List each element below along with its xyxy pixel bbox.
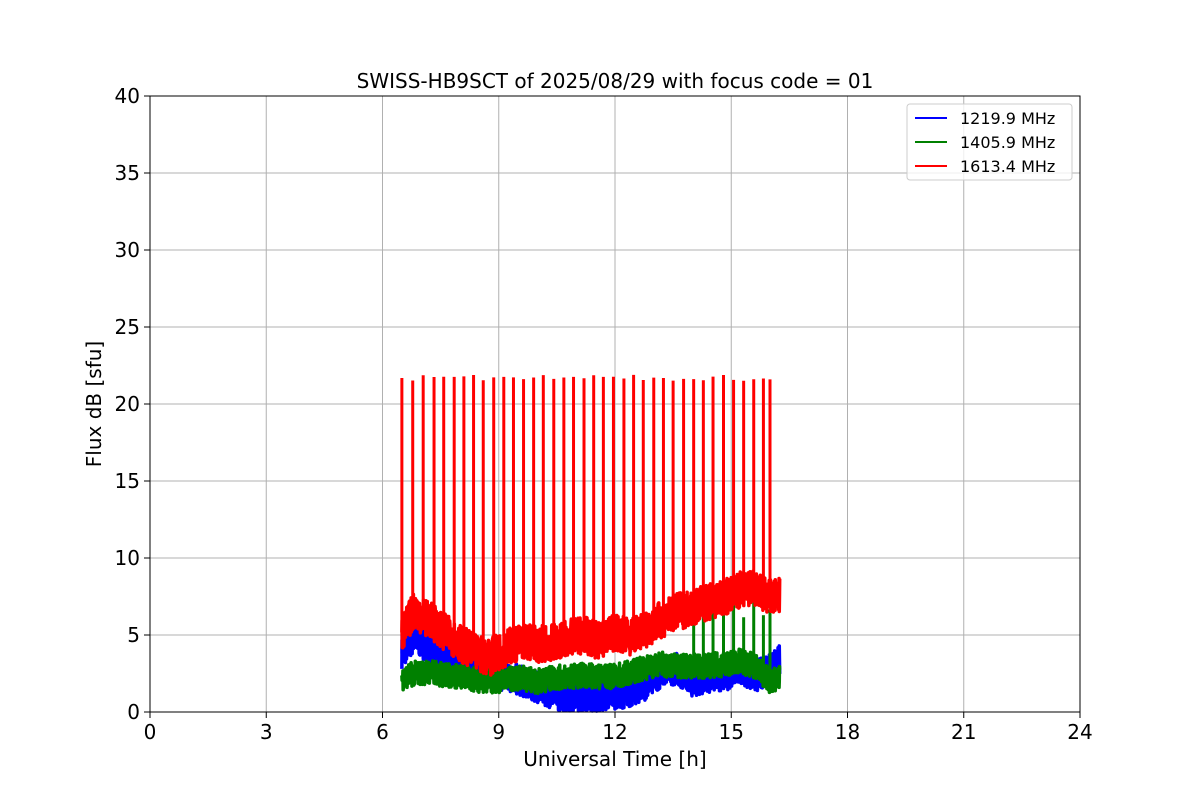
x-tick-label: 12 — [602, 720, 627, 744]
chart-title: SWISS-HB9SCT of 2025/08/29 with focus co… — [357, 69, 874, 93]
y-tick-label: 5 — [127, 623, 140, 647]
x-tick-label: 3 — [260, 720, 273, 744]
x-tick-label: 9 — [492, 720, 505, 744]
y-tick-label: 25 — [115, 315, 140, 339]
legend: 1219.9 MHz 1405.9 MHz 1613.4 MHz — [906, 103, 1073, 181]
legend-box — [906, 103, 1073, 181]
x-tick-label: 21 — [951, 720, 976, 744]
y-tick-label: 30 — [115, 238, 140, 262]
x-tick-label: 24 — [1067, 720, 1092, 744]
y-tick-label: 0 — [127, 700, 140, 724]
x-tick-label: 18 — [835, 720, 860, 744]
x-tick-label: 6 — [376, 720, 389, 744]
legend-label: 1219.9 MHz — [960, 109, 1055, 128]
ticks: 0 3 6 9 12 15 18 21 24 0 5 10 15 20 25 30 35 40 — [115, 84, 1093, 744]
legend-label: 1613.4 MHz — [960, 157, 1055, 176]
series-line — [400, 569, 782, 677]
x-axis-label: Universal Time [h] — [523, 747, 706, 771]
x-tick-label: 15 — [719, 720, 744, 744]
y-axis-label: Flux dB [sfu] — [82, 341, 106, 467]
x-tick-label: 0 — [144, 720, 157, 744]
y-tick-label: 35 — [115, 161, 140, 185]
series-layer — [400, 374, 782, 713]
y-tick-label: 20 — [115, 392, 140, 416]
series-line — [400, 647, 782, 696]
y-tick-label: 10 — [115, 546, 140, 570]
y-tick-label: 40 — [115, 84, 140, 108]
legend-label: 1405.9 MHz — [960, 133, 1055, 152]
y-tick-label: 15 — [115, 469, 140, 493]
